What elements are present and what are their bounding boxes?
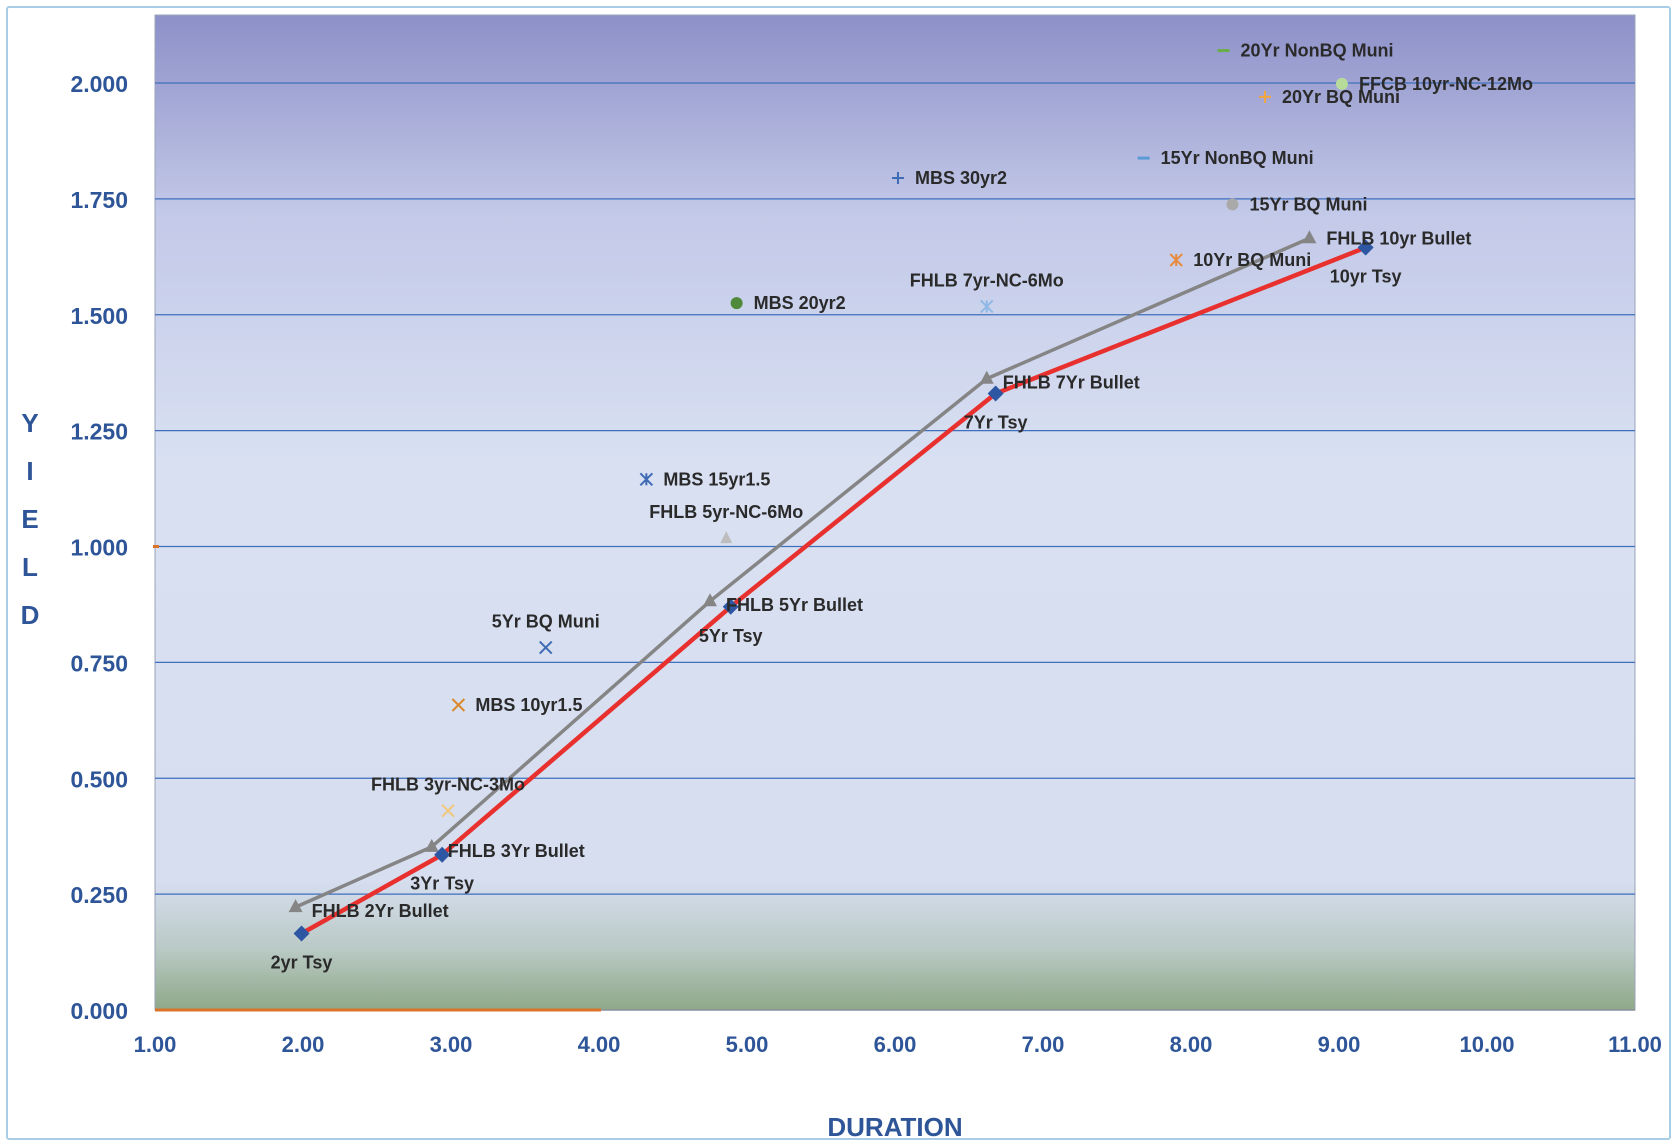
point-label: FHLB 7Yr Bullet <box>1003 373 1140 393</box>
scatter-marker <box>1169 253 1183 267</box>
tsy-marker <box>293 925 310 942</box>
point-label: 10yr Tsy <box>1330 267 1402 287</box>
marker-star <box>639 472 654 487</box>
y-tick-label: 1.500 <box>70 303 128 329</box>
scatter-marker <box>980 299 994 314</box>
point-label: 5Yr BQ Muni <box>492 612 600 632</box>
scatter-marker <box>891 172 904 185</box>
point-label: 15Yr BQ Muni <box>1249 194 1367 214</box>
scatter-marker <box>1335 77 1348 90</box>
marker-x <box>451 698 466 712</box>
gridlines <box>155 82 1635 895</box>
bullet-marker <box>979 370 994 384</box>
scatter-marker <box>1259 90 1271 103</box>
point-label: FFCB 10yr-NC-12Mo <box>1359 74 1533 94</box>
point-label: 20Yr BQ Muni <box>1282 87 1400 107</box>
marker-circle <box>1226 198 1239 211</box>
series-layer <box>288 49 1374 942</box>
y-tick-label: 1.250 <box>70 419 128 445</box>
x-tick-label: 6.00 <box>874 1032 917 1057</box>
point-label: MBS 30yr2 <box>915 168 1007 188</box>
scatter-marker <box>441 803 455 818</box>
x-axis-title: DURATION <box>827 1112 962 1142</box>
point-label: 3Yr Tsy <box>410 874 474 894</box>
point-label: 5Yr Tsy <box>699 626 763 646</box>
point-label: 10Yr BQ Muni <box>1193 250 1311 270</box>
scatter-marker <box>730 297 743 310</box>
y-axis-title-letter: E <box>21 504 38 534</box>
plot-area <box>154 14 1636 1011</box>
y-axis-title-letter: L <box>22 552 38 582</box>
y-axis-title-letter: Y <box>21 408 38 438</box>
y-tick-label: 0.750 <box>70 650 128 676</box>
marker-plus <box>891 172 904 185</box>
bullet-marker <box>424 838 439 852</box>
marker-star <box>980 299 994 314</box>
marker-star <box>1169 253 1183 267</box>
y-axis-title-letter: D <box>21 600 40 630</box>
axes: 0.000 0.250 0.500 0.750 1.000 1.250 1.500 1.750… <box>70 71 1661 1057</box>
marker-x <box>441 803 455 818</box>
tsy-marker <box>987 385 1004 402</box>
y-tick-label: 1.750 <box>70 187 128 213</box>
point-label: 7Yr Tsy <box>964 413 1028 433</box>
point-label: FHLB 10yr Bullet <box>1326 228 1471 248</box>
y-tick-label: 0.000 <box>70 998 128 1024</box>
y-tick-label: 0.250 <box>70 882 128 908</box>
x-tick-label: 5.00 <box>726 1032 769 1057</box>
scatter-marker <box>539 640 553 655</box>
scatter-marker <box>639 472 654 487</box>
y-tick-label: 0.500 <box>70 766 128 792</box>
tsy-marker <box>722 598 739 615</box>
point-label: FHLB 5Yr Bullet <box>726 595 863 615</box>
marker-circle <box>730 297 743 310</box>
point-label: 2yr Tsy <box>271 953 333 973</box>
scatter-marker <box>451 698 466 712</box>
x-tick-label: 11.00 <box>1608 1032 1662 1057</box>
x-tick-label: 2.00 <box>282 1032 325 1057</box>
x-tick-label: 8.00 <box>1170 1032 1213 1057</box>
point-label: 15Yr NonBQ Muni <box>1161 148 1314 168</box>
x-tick-label: 9.00 <box>1318 1032 1361 1057</box>
point-labels: 2yr Tsy 3Yr Tsy 5Yr Tsy 7Yr Tsy 10yr Tsy FHLB… <box>271 41 1533 973</box>
point-label: 20Yr NonBQ Muni <box>1241 41 1394 61</box>
point-label: MBS 10yr1.5 <box>475 695 582 715</box>
y-tick-label: 2.000 <box>70 71 128 97</box>
x-tick-label: 4.00 <box>578 1032 621 1057</box>
point-label: FHLB 3yr-NC-3Mo <box>371 775 525 795</box>
point-label: MBS 15yr1.5 <box>663 469 770 489</box>
bullet-marker <box>288 899 303 913</box>
bullet-marker <box>703 593 717 607</box>
scatter-marker <box>1226 198 1239 211</box>
y-tick-label: 1.000 <box>70 535 128 561</box>
x-tick-label: 3.00 <box>430 1032 473 1057</box>
y-axis-title-letter: I <box>26 456 33 486</box>
marker-circle <box>1335 77 1348 90</box>
point-label: FHLB 5yr-NC-6Mo <box>649 502 803 522</box>
marker-x <box>539 640 553 655</box>
x-tick-label: 7.00 <box>1022 1032 1065 1057</box>
tsy-marker <box>434 846 451 863</box>
x-tick-label: 10.00 <box>1459 1032 1514 1057</box>
bullet-marker <box>1302 230 1317 244</box>
scatter-marker <box>720 531 733 544</box>
marker-triangle <box>720 531 733 544</box>
marker-plus <box>1259 90 1271 103</box>
point-label: FHLB 2Yr Bullet <box>312 901 449 921</box>
point-label: FHLB 7yr-NC-6Mo <box>910 270 1064 290</box>
tsy-marker <box>1357 239 1374 256</box>
point-label: MBS 20yr2 <box>754 293 846 313</box>
x-tick-label: 1.00 <box>134 1032 177 1057</box>
point-label: FHLB 3Yr Bullet <box>448 841 585 861</box>
